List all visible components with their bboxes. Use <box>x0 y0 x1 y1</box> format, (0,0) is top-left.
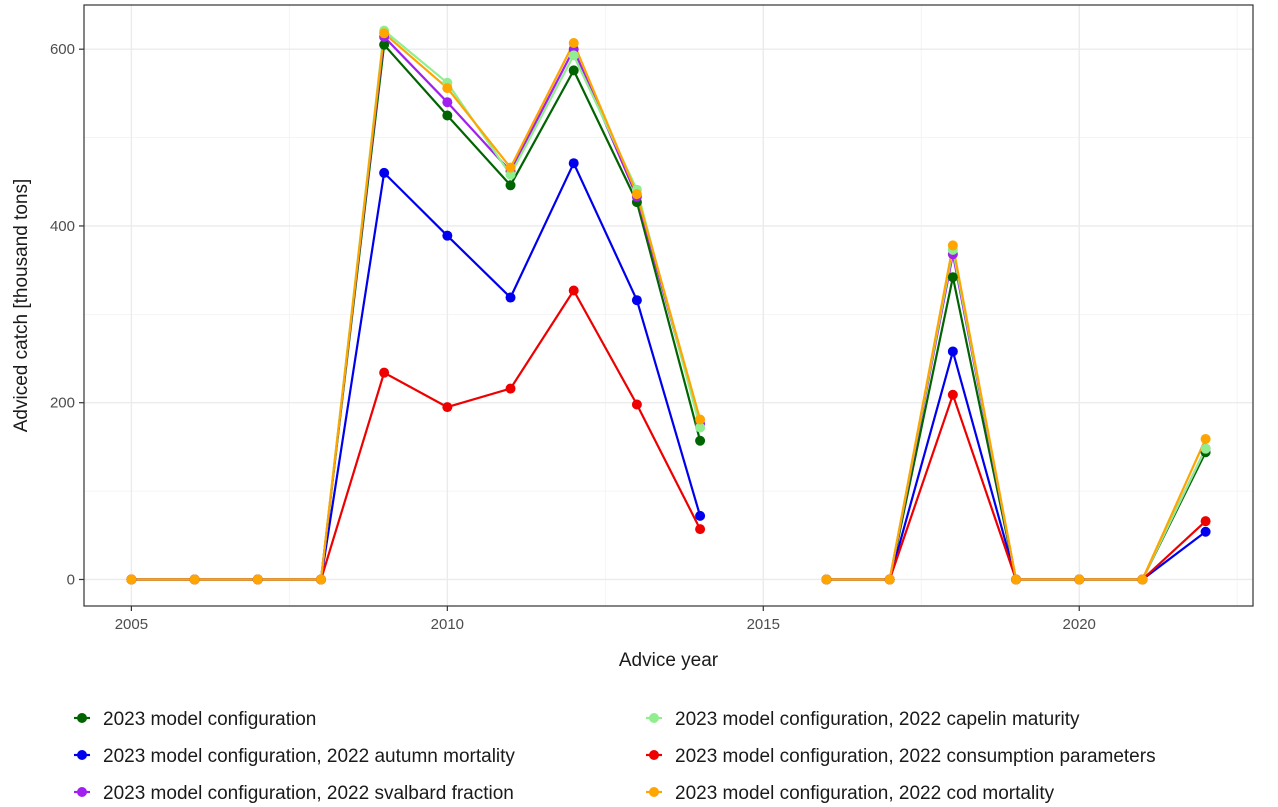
x-tick-label: 2005 <box>115 616 148 633</box>
y-tick-label: 600 <box>50 41 75 58</box>
data-point-1 <box>568 158 579 169</box>
series-line-5 <box>131 32 702 581</box>
x-axis-title: Advice year <box>619 650 719 671</box>
data-point-0 <box>568 65 579 76</box>
x-tick-label: 2015 <box>747 616 780 633</box>
data-point-1 <box>947 346 958 357</box>
data-point-5 <box>947 240 958 251</box>
data-point-0 <box>505 180 516 191</box>
data-point-1 <box>695 510 706 521</box>
data-point-3 <box>1200 443 1211 454</box>
y-axis-ticks: 0 200 400 600 <box>50 41 84 588</box>
legend-label: 2023 model configuration, 2022 svalbard … <box>103 783 514 804</box>
legend-label: 2023 model configuration, 2022 cod morta… <box>675 783 1055 804</box>
data-point-1 <box>1200 526 1211 537</box>
data-point-5 <box>1137 574 1148 585</box>
panel-border <box>83 4 1254 607</box>
y-axis-title: Adviced catch [thousand tons] <box>11 179 32 433</box>
legend-key-point <box>649 787 659 797</box>
x-axis-ticks: 2005 2010 2015 2020 <box>115 606 1096 633</box>
data-point-0 <box>442 110 453 121</box>
y-tick-label: 0 <box>67 571 75 588</box>
data-point-5 <box>252 574 263 585</box>
y-tick-label: 200 <box>50 395 75 412</box>
data-point-3 <box>568 50 579 61</box>
data-point-5 <box>315 574 326 585</box>
legend-key-point <box>77 750 87 760</box>
data-point-1 <box>379 167 390 178</box>
legend-label: 2023 model configuration, 2022 autumn mo… <box>103 746 515 767</box>
legend-key-point <box>77 787 87 797</box>
legend-key-point <box>649 713 659 723</box>
data-point-5 <box>442 83 453 94</box>
legend: 2023 model configuration 2023 model confi… <box>74 709 1156 804</box>
data-point-1 <box>505 292 516 303</box>
data-point-5 <box>379 28 390 39</box>
legend-label: 2023 model configuration, 2022 capelin m… <box>675 709 1080 730</box>
data-point-5 <box>884 574 895 585</box>
data-point-1 <box>442 230 453 241</box>
data-point-5 <box>126 574 137 585</box>
data-point-4 <box>947 389 958 400</box>
data-point-5 <box>568 38 579 49</box>
data-point-5 <box>1200 433 1211 444</box>
legend-key-point <box>77 713 87 723</box>
data-point-4 <box>442 402 453 413</box>
data-point-4 <box>379 367 390 378</box>
y-tick-label: 400 <box>50 218 75 235</box>
x-tick-label: 2010 <box>431 616 464 633</box>
data-point-5 <box>821 574 832 585</box>
data-point-4 <box>568 285 579 296</box>
data-point-4 <box>505 383 516 394</box>
data-point-5 <box>1074 574 1085 585</box>
data-point-4 <box>631 399 642 410</box>
data-point-4 <box>1200 516 1211 527</box>
data-point-5 <box>505 162 516 173</box>
data-point-1 <box>631 295 642 306</box>
data-point-5 <box>189 574 200 585</box>
data-point-5 <box>695 414 706 425</box>
plot-frame <box>83 4 1254 607</box>
data-point-3 <box>505 169 516 180</box>
legend-label: 2023 model configuration, 2022 consumpti… <box>675 746 1156 767</box>
data-point-5 <box>1011 574 1022 585</box>
data-point-0 <box>947 272 958 283</box>
legend-key-point <box>649 750 659 760</box>
data-point-0 <box>695 435 706 446</box>
data-point-2 <box>442 97 453 108</box>
series-points <box>126 25 1211 585</box>
x-tick-label: 2020 <box>1063 616 1096 633</box>
legend-label: 2023 model configuration <box>103 709 316 730</box>
data-point-4 <box>695 524 706 535</box>
data-point-5 <box>631 189 642 200</box>
data-point-0 <box>379 39 390 50</box>
data-point-3 <box>695 422 706 433</box>
